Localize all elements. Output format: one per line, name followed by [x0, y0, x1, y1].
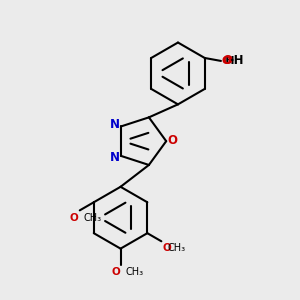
Text: CH₃: CH₃: [83, 213, 101, 223]
Text: ·H: ·H: [230, 54, 244, 68]
Text: O: O: [222, 56, 231, 66]
Text: N: N: [110, 151, 119, 164]
Text: O: O: [112, 267, 121, 277]
Text: O: O: [168, 134, 178, 147]
Text: N: N: [110, 118, 119, 131]
Text: ·H: ·H: [222, 56, 235, 66]
Text: O: O: [70, 213, 78, 223]
Text: CH₃: CH₃: [126, 267, 144, 277]
Text: O: O: [222, 54, 232, 68]
Text: O: O: [162, 243, 171, 253]
Text: CH₃: CH₃: [167, 243, 185, 253]
